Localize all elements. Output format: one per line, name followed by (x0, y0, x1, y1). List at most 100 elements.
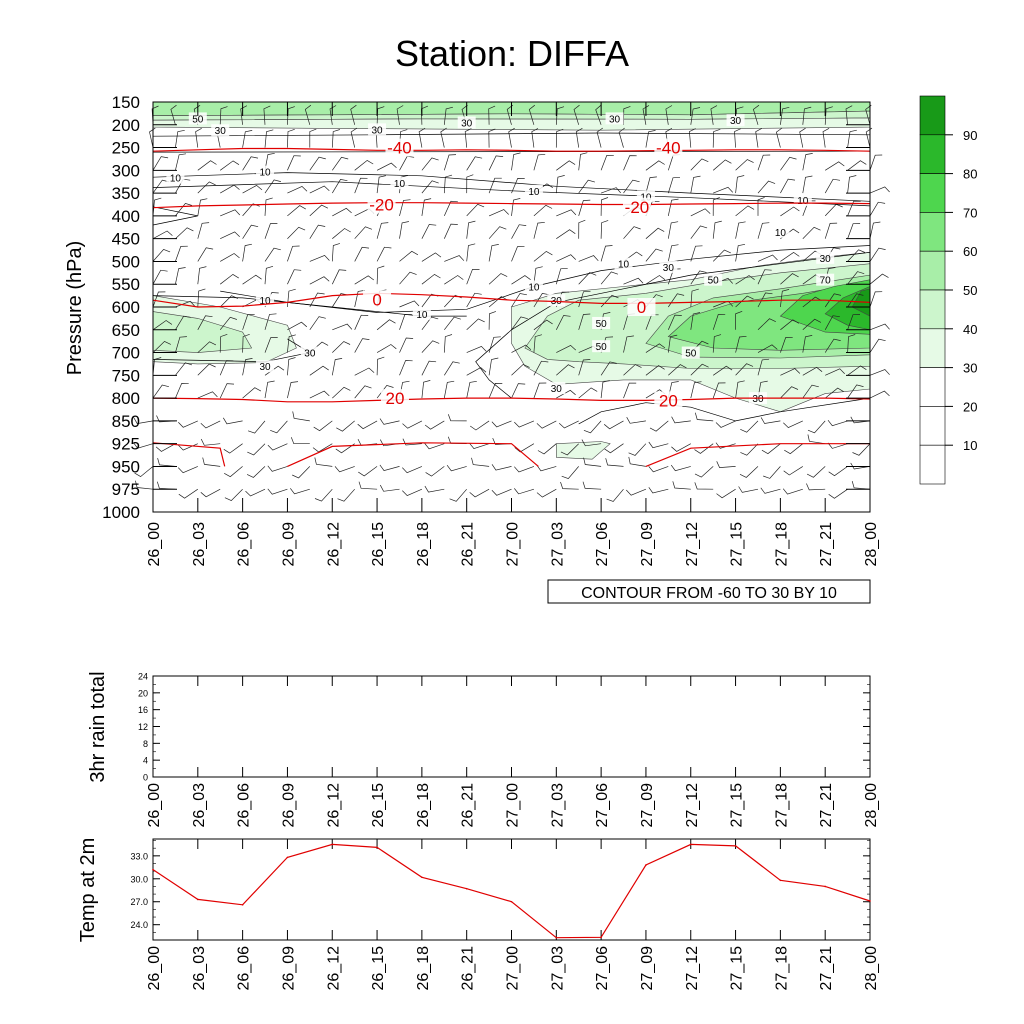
wind-barb (399, 271, 417, 285)
wind-barb (242, 130, 253, 148)
rh-contour-label: 50 (596, 342, 608, 353)
wind-barb (645, 275, 666, 285)
wind-barb (555, 128, 564, 148)
wind-barb (488, 273, 508, 285)
wind-barb (379, 464, 400, 472)
wind-barb (824, 387, 844, 399)
x-tick-label: 26_03 (191, 522, 208, 567)
wind-barb (399, 250, 419, 262)
wind-barb (222, 417, 243, 425)
wind-barb (573, 104, 580, 125)
x-tick-label: 27_21 (818, 783, 835, 828)
wind-barb (623, 335, 634, 353)
wind-barb (645, 343, 666, 353)
wind-barb (152, 248, 171, 262)
wind-barb (220, 209, 241, 217)
wind-barb (444, 316, 461, 331)
wind-barb (358, 466, 378, 477)
wind-barb (425, 466, 445, 477)
wind-barb (780, 251, 800, 262)
wind-barb (600, 220, 609, 239)
wind-barb (869, 323, 890, 331)
wind-barb (399, 199, 411, 216)
x-tick-label: 27_21 (818, 946, 835, 991)
temperature-contour-0 (152, 292, 871, 308)
rh-contour-label: 10 (394, 179, 406, 190)
wind-barb (491, 464, 512, 471)
wind-barb (287, 321, 308, 331)
rh-label-bg (300, 346, 319, 359)
wind-barb (399, 314, 412, 330)
rh-label-bg (547, 294, 566, 307)
x-tick-label: 27_03 (549, 946, 566, 991)
temp2m-point (824, 885, 826, 888)
wind-barb (578, 359, 591, 376)
wind-barb (242, 387, 262, 399)
rh-contour-line (152, 295, 467, 317)
wind-barb (152, 269, 168, 285)
wind-barb (575, 127, 583, 148)
wind-barb (354, 385, 372, 399)
x-tick-label: 26_06 (236, 522, 253, 567)
wind-barb (332, 156, 349, 171)
wind-barb (712, 382, 726, 399)
wind-barb (156, 481, 176, 490)
wind-barb (595, 104, 602, 125)
wind-barb (314, 457, 333, 467)
wind-barb (690, 107, 701, 125)
wind-barb (350, 127, 358, 148)
wind-barb (600, 271, 619, 285)
rh-label-bg (592, 340, 611, 353)
temperature-contour-low (645, 443, 870, 467)
wind-barb (869, 154, 883, 171)
wind-barb (578, 313, 591, 330)
x-tick-label: 26_06 (236, 783, 253, 828)
y-tick-label: 600 (112, 298, 140, 317)
wind-barb (135, 480, 154, 490)
wind-barb (583, 420, 602, 434)
wind-barb (488, 296, 508, 308)
wind-barb (869, 338, 886, 353)
wind-barb (488, 383, 503, 399)
wind-barb (331, 179, 348, 194)
wind-barb (466, 268, 480, 285)
wind-barb (802, 366, 823, 376)
wind-barb (197, 181, 216, 194)
wind-barb (648, 466, 669, 473)
wind-barb (399, 155, 415, 171)
wind-barb (309, 292, 325, 308)
wind-barb (449, 488, 467, 502)
x-tick-label: 26_00 (146, 783, 163, 828)
wind-barb (802, 153, 813, 171)
rh-label-bg (368, 123, 387, 136)
rh-contour-label: 30 (730, 116, 742, 127)
wind-barb (648, 487, 669, 494)
temperature-label-bg (367, 195, 396, 214)
wind-barb (626, 488, 647, 496)
wind-barb (264, 152, 275, 171)
wind-barb (245, 488, 266, 497)
wind-barb (267, 488, 288, 495)
temp2m-point (465, 887, 468, 890)
wind-barb (825, 368, 845, 376)
wind-barb (847, 293, 864, 308)
wind-barb (757, 358, 770, 376)
wind-barb (537, 443, 557, 455)
wind-barb (376, 319, 396, 331)
wind-barb (623, 179, 640, 194)
wind-barb (670, 464, 691, 472)
wind-barb (200, 420, 221, 429)
wind-barb (623, 226, 641, 239)
wind-barb (735, 221, 746, 239)
x-tick-label: 27_18 (773, 783, 790, 828)
wind-barb (511, 246, 525, 262)
wind-barb (354, 275, 375, 285)
wind-barb (735, 175, 745, 194)
wind-barb (264, 129, 274, 148)
wind-barb (152, 384, 169, 399)
wind-barb (671, 416, 691, 424)
rain-axes: 0 4 8 12 16 20 24 26_00 26_03 26_06 26_09 26_12 26_1… (138, 672, 880, 828)
wind-barb (555, 267, 568, 285)
wind-barb (645, 130, 656, 148)
x-tick-label: 27_18 (773, 946, 790, 991)
